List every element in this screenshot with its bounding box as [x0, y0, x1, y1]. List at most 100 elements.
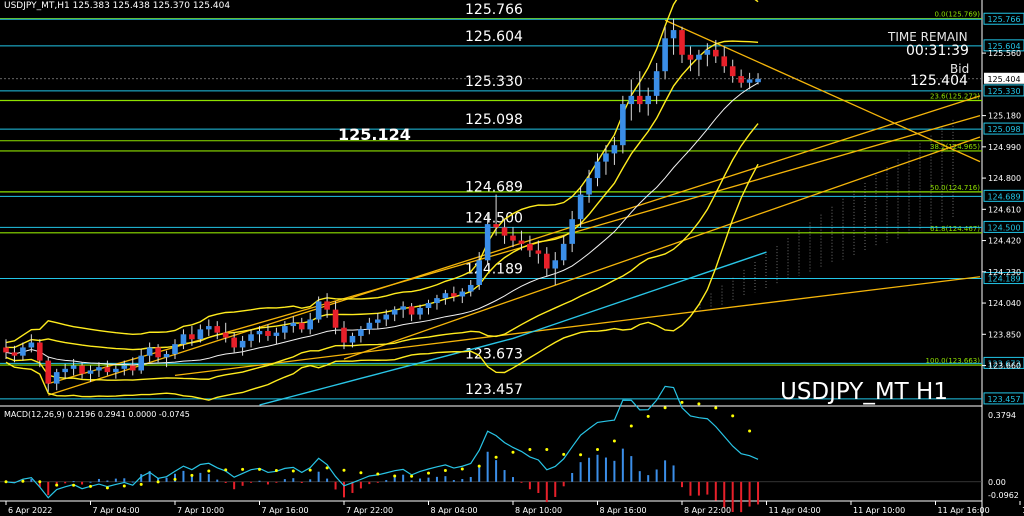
fib-label: 0.0(125.769) — [934, 11, 980, 19]
candle-body — [129, 365, 136, 371]
macd-histogram-bar — [638, 471, 641, 482]
macd-histogram-bar — [647, 475, 650, 482]
macd-signal-dot — [274, 469, 278, 473]
macd-histogram-bar — [512, 477, 514, 482]
candle-body — [383, 314, 390, 320]
time-label: 8 Apr 16:00 — [600, 506, 647, 515]
time-label: 8 Apr 22:00 — [684, 506, 731, 515]
macd-signal-dot — [308, 468, 312, 472]
macd-histogram-bar — [359, 481, 362, 489]
macd-histogram-bar — [207, 474, 210, 482]
macd-signal-dot — [325, 466, 329, 470]
macd-histogram-bar — [630, 456, 633, 482]
macd-histogram-bar — [64, 481, 67, 484]
macd-histogram-bar — [689, 481, 692, 496]
macd-signal-dot — [646, 414, 650, 418]
candle-body — [113, 368, 119, 373]
candle-body — [442, 293, 449, 299]
macd-histogram-bar — [461, 478, 464, 482]
macd-signal-dot — [21, 479, 25, 483]
candle-body — [248, 334, 254, 341]
candle-body — [501, 227, 508, 236]
macd-histogram-bar — [292, 478, 295, 482]
time-label: 7 Apr 16:00 — [262, 506, 309, 515]
macd-signal-dot — [477, 464, 481, 468]
macd-signal-dot — [139, 482, 143, 486]
macd-signal-dot — [241, 467, 245, 471]
chart-watermark: USDJPY_MT H1 — [780, 379, 948, 405]
level-price-tag — [983, 189, 1024, 202]
macd-signal-dot — [173, 477, 177, 481]
macd-histogram-bar — [520, 481, 523, 483]
macd-histogram-bar — [343, 481, 345, 498]
candle-body — [518, 240, 525, 244]
candle-body — [206, 326, 212, 330]
candle-body — [594, 161, 601, 179]
fib-label: 100.0(123.663) — [926, 357, 981, 365]
trend-lines — [48, 19, 981, 406]
candle-body — [239, 340, 246, 348]
candle-body — [290, 322, 297, 327]
candle-body — [687, 54, 694, 60]
level-price-tag-text: 124.500 — [987, 223, 1020, 232]
candle-body — [645, 95, 651, 105]
macd-signal-dot — [562, 452, 566, 456]
time-label: 11 Apr 10:00 — [853, 506, 905, 515]
highlight-level-label: 125.124 — [338, 125, 411, 144]
macd-histogram-bar — [81, 481, 84, 485]
macd-histogram-bar — [123, 478, 126, 482]
level-price-tag-text: 124.689 — [987, 192, 1020, 201]
macd-signal-dot — [393, 474, 397, 478]
candle-body — [425, 303, 432, 308]
macd-signal-dot — [342, 468, 346, 472]
macd-histogram-bar — [300, 481, 303, 483]
macd-signal-dot — [528, 447, 532, 451]
macd-signal-dot — [748, 429, 752, 433]
candle-body — [146, 347, 153, 356]
candle-body — [467, 284, 474, 292]
macd-histogram-bar — [503, 470, 506, 482]
candle-body — [713, 49, 719, 57]
price-scale-label: 125.180 — [988, 112, 1021, 121]
macd-histogram-bar — [334, 481, 337, 490]
candle-body — [391, 309, 398, 315]
macd-histogram-bar — [714, 481, 717, 501]
candle-body — [670, 30, 677, 39]
candle-body — [746, 79, 753, 83]
candle-body — [163, 354, 170, 358]
level-price-tag — [983, 356, 1024, 369]
macd-histogram-bar — [190, 476, 193, 482]
macd-histogram-bar — [681, 481, 683, 488]
candle-body — [535, 250, 542, 254]
candle-body — [721, 56, 728, 67]
bid-value: 125.404 — [910, 73, 968, 89]
candle-body — [560, 243, 567, 261]
macd-line — [5, 385, 759, 499]
macd-signal-dot — [38, 480, 42, 484]
macd-scale-top: 0.3794 — [988, 411, 1016, 420]
candle-body — [366, 322, 373, 330]
macd-signal-dot — [545, 447, 549, 451]
macd-signal-dot — [190, 473, 194, 477]
candle-body — [189, 334, 195, 340]
macd-signal-dot — [156, 480, 160, 484]
price-scale-label: 124.990 — [988, 143, 1021, 152]
level-label: 125.604 — [465, 29, 523, 45]
macd-histogram-bar — [283, 479, 286, 482]
macd-histogram-bar — [478, 465, 481, 482]
macd-histogram-bar — [241, 481, 244, 486]
fib-label: 38.2(124.965) — [930, 143, 980, 151]
candle-body — [434, 298, 440, 304]
macd-histogram-bar — [444, 476, 447, 482]
time-label: 6 Apr 2022 — [8, 506, 52, 515]
macd-title: MACD(12,26,9) 0.2196 0.2941 0.0000 -0.07… — [4, 410, 190, 419]
price-scale-label: 124.610 — [988, 205, 1021, 214]
macd-signal-dot — [4, 480, 8, 484]
macd-signal-dot — [663, 406, 667, 410]
level-label: 125.766 — [465, 2, 523, 18]
macd-histogram-bar — [757, 481, 760, 505]
candle-body — [451, 293, 457, 297]
candle-body — [231, 337, 237, 348]
macd-signal-dot — [680, 400, 684, 404]
